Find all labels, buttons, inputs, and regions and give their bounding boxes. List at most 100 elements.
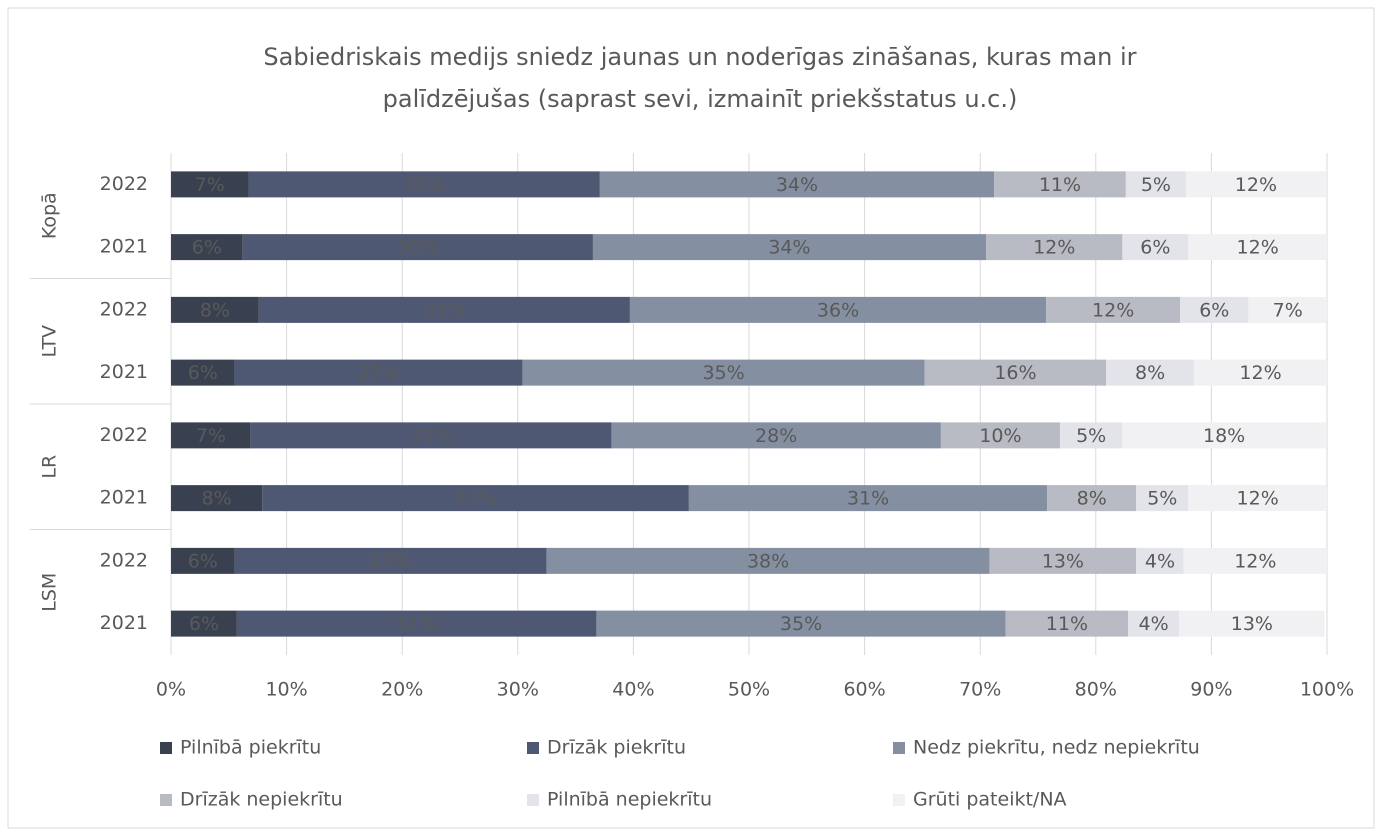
data-label: 35% [780, 613, 822, 635]
legend-label: Drīzāk nepiekrītu [180, 789, 343, 811]
legend-label: Nedz piekrītu, nedz nepiekrītu [913, 737, 1200, 759]
x-tick-label: 40% [612, 679, 654, 701]
group-label: LSM [39, 573, 61, 612]
data-label: 36% [817, 299, 859, 321]
x-tick-label: 80% [1075, 679, 1117, 701]
x-tick-label: 100% [1300, 679, 1354, 701]
data-label: 37% [454, 488, 496, 510]
bar-segment [234, 547, 547, 574]
data-label: 31% [396, 613, 438, 635]
bar-segment [1185, 171, 1326, 198]
bar-segment [1194, 359, 1327, 386]
legend-swatch [893, 794, 905, 806]
data-label: 6% [1199, 299, 1229, 321]
y-tick-label: 2021 [100, 236, 148, 258]
legend-label: Pilnībā piekrītu [180, 737, 321, 759]
bar-segment [171, 547, 235, 574]
data-label: 6% [188, 550, 218, 572]
bar-segment [1136, 485, 1189, 512]
bar-segment [1128, 610, 1180, 637]
legend-swatch [160, 794, 172, 806]
data-label: 12% [1237, 488, 1279, 510]
group-label: LR [39, 455, 61, 479]
data-label: 12% [1239, 362, 1281, 384]
data-label: 8% [202, 488, 232, 510]
data-label: 11% [1039, 174, 1081, 196]
chart-title: palīdzējušas (saprast sevi, izmainīt pri… [383, 85, 1018, 113]
y-tick-label: 2022 [100, 173, 148, 195]
y-tick-label: 2021 [100, 487, 148, 509]
bar-segment [171, 610, 237, 637]
bar-segment [262, 485, 689, 512]
chart-title: Sabiedriskais medijs sniedz jaunas un no… [263, 43, 1136, 71]
x-tick-label: 10% [265, 679, 307, 701]
data-label: 7% [196, 425, 226, 447]
data-label: 13% [1042, 550, 1084, 572]
data-label: 8% [200, 299, 230, 321]
bar-segment [1248, 296, 1327, 323]
bar-segment [1059, 422, 1123, 449]
data-label: 4% [1145, 550, 1175, 572]
data-label: 31% [847, 488, 889, 510]
data-label: 8% [1135, 362, 1165, 384]
data-label: 12% [1092, 299, 1134, 321]
data-label: 28% [755, 425, 797, 447]
chart-border [7, 7, 1375, 829]
bar-segment [1183, 547, 1327, 574]
y-tick-label: 2021 [100, 361, 148, 383]
x-tick-label: 90% [1190, 679, 1232, 701]
bar-segment [1179, 610, 1325, 637]
legend-label: Grūti pateikt/NA [913, 789, 1067, 811]
legend-swatch [527, 794, 539, 806]
bar-segment [1180, 296, 1249, 323]
bar-segment [985, 234, 1123, 261]
data-label: 12% [1234, 550, 1276, 572]
data-label: 12% [1237, 237, 1279, 259]
bar-segment [688, 485, 1048, 512]
legend-label: Pilnībā nepiekrītu [547, 789, 712, 811]
data-label: 12% [1033, 237, 1075, 259]
data-label: 13% [1231, 613, 1273, 635]
legend-label: Drīzāk piekrītu [547, 737, 686, 759]
bar-segment [1188, 485, 1327, 512]
legend-swatch [527, 742, 539, 754]
data-label: 30% [403, 174, 445, 196]
data-label: 12% [1235, 174, 1277, 196]
data-label: 18% [1203, 425, 1245, 447]
y-tick-label: 2021 [100, 612, 148, 634]
bar-segment [171, 359, 235, 386]
bar-segment [1136, 547, 1184, 574]
data-label: 31% [410, 425, 452, 447]
x-tick-label: 50% [728, 679, 770, 701]
bar-segment [596, 610, 1006, 637]
bar-segment [924, 359, 1107, 386]
bar-segment [171, 296, 259, 323]
data-label: 34% [776, 174, 818, 196]
data-label: 10% [979, 425, 1021, 447]
bar-segment [171, 485, 263, 512]
bar-segment [599, 171, 995, 198]
data-label: 11% [1046, 613, 1088, 635]
bar-segment [1005, 610, 1129, 637]
bar-segment [629, 296, 1047, 323]
bar-segment [1122, 422, 1326, 449]
data-label: 35% [702, 362, 744, 384]
legend-swatch [160, 742, 172, 754]
bar-segment [1106, 359, 1195, 386]
bar-segment [234, 359, 523, 386]
group-label: LTV [39, 325, 61, 358]
bar-segment [171, 234, 243, 261]
x-tick-label: 0% [156, 679, 186, 701]
bar-segment [1046, 296, 1181, 323]
bar-segment [171, 171, 249, 198]
bar-segment [242, 234, 593, 261]
bar-segment [1125, 171, 1186, 198]
data-label: 6% [189, 613, 219, 635]
bar-segment [994, 171, 1126, 198]
data-label: 25% [357, 362, 399, 384]
y-tick-label: 2022 [100, 549, 148, 571]
y-tick-label: 2022 [100, 424, 148, 446]
data-label: 7% [1273, 299, 1303, 321]
data-label: 16% [994, 362, 1036, 384]
